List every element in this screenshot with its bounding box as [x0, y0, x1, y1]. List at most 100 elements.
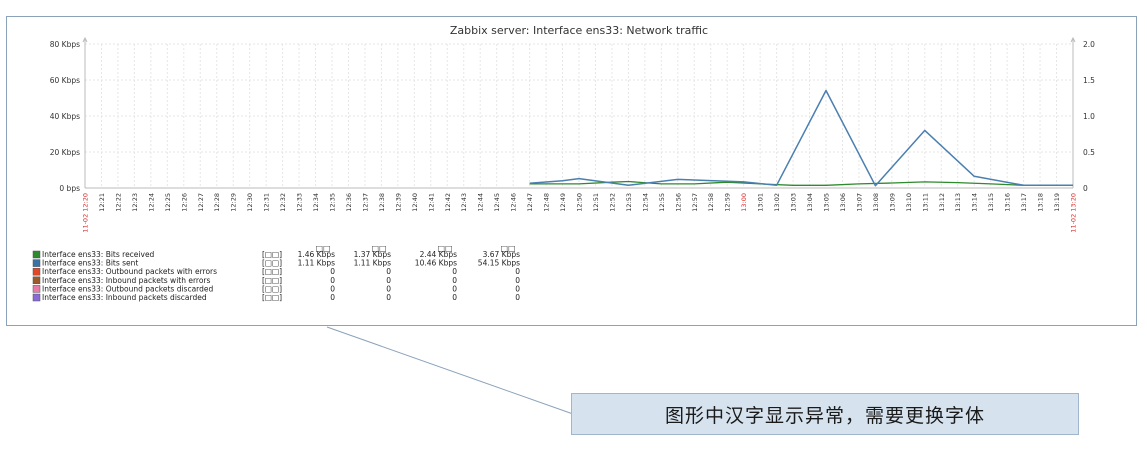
x-tick-label: 12:28 — [213, 193, 221, 212]
legend-value: 54.15 Kbps — [478, 259, 520, 268]
x-tick-label: 12:45 — [493, 193, 501, 212]
y-axis-left-arrow — [82, 36, 88, 43]
y-left-tick-label: 80 Kbps — [50, 40, 80, 49]
x-tick-label: 13:01 — [757, 193, 765, 212]
x-tick-label: 13:09 — [888, 193, 896, 212]
x-tick-label: 12:32 — [279, 193, 287, 212]
legend-value: 0 — [386, 293, 391, 302]
x-tick-label: 12:59 — [724, 193, 732, 212]
x-tick-label: 12:26 — [180, 193, 188, 212]
x-tick-label: 12:23 — [131, 193, 139, 212]
x-tick-label: 12:53 — [625, 193, 633, 212]
y-right-tick-label: 1.5 — [1083, 76, 1095, 85]
x-tick-label: 12:31 — [263, 193, 271, 212]
x-tick-label: 13:12 — [938, 193, 946, 212]
callout-box: 图形中汉字显示异常，需要更换字体 — [571, 393, 1079, 435]
legend-func: [□□] — [262, 259, 282, 268]
legend-func: [□□] — [262, 276, 282, 285]
x-tick-label: 12:48 — [543, 193, 551, 212]
legend-series-name: Interface ens33: Bits sent — [42, 259, 138, 268]
x-tick-label: 13:11 — [921, 193, 929, 212]
legend-value: 0 — [515, 267, 520, 276]
x-tick-label: 13:17 — [1020, 193, 1028, 212]
x-tick-label: 12:49 — [559, 193, 567, 212]
legend-value: 1.11 Kbps — [298, 259, 336, 268]
x-tick-label: 13:14 — [971, 193, 979, 212]
y-left-tick-label: 40 Kbps — [50, 112, 80, 121]
legend-swatch — [32, 285, 41, 293]
x-tick-label: 12:55 — [658, 193, 666, 212]
legend-value: 0 — [330, 284, 335, 293]
y-right-tick-label: 0.5 — [1083, 148, 1095, 157]
x-tick-label: 12:44 — [477, 193, 485, 212]
x-tick-label: 12:58 — [707, 193, 715, 212]
x-tick-label: 12:33 — [296, 193, 304, 212]
x-tick-label: 12:56 — [674, 193, 682, 212]
x-tick-label: 12:43 — [460, 193, 468, 212]
graph-frame — [6, 16, 1137, 326]
y-left-tick-label: 0 bps — [59, 184, 80, 193]
legend-func: [□□] — [262, 250, 282, 259]
x-tick-label: 12:47 — [526, 193, 534, 212]
x-tick-label: 12:46 — [510, 193, 518, 212]
y-right-tick-label: 1.0 — [1083, 112, 1095, 121]
legend-series-name: Interface ens33: Outbound packets with e… — [42, 267, 217, 276]
x-tick-label: 13:19 — [1053, 193, 1061, 212]
legend-value: 0 — [515, 293, 520, 302]
callout-text: 图形中汉字显示异常，需要更换字体 — [664, 404, 985, 427]
legend-series-name: Interface ens33: Inbound packets discard… — [42, 293, 207, 302]
legend-value: 1.11 Kbps — [354, 259, 392, 268]
x-tick-label: 12:22 — [114, 193, 122, 212]
x-tick-label: 12:57 — [691, 193, 699, 212]
x-tick-label: 13:02 — [773, 193, 781, 212]
legend-header: □□ — [500, 244, 515, 253]
legend-swatch — [32, 250, 41, 259]
x-tick-label: 12:35 — [329, 193, 337, 212]
chart-title: Zabbix server: Interface ens33: Network … — [450, 24, 708, 37]
y-axis-right-arrow — [1070, 36, 1076, 43]
x-tick-label: 12:36 — [345, 193, 353, 212]
legend-func: [□□] — [262, 284, 282, 293]
legend-swatch — [32, 276, 41, 285]
x-tick-label: 12:54 — [641, 193, 649, 212]
x-tick-label: 12:39 — [394, 193, 402, 212]
x-tick-label: 13:13 — [954, 193, 962, 212]
legend-value: 0 — [515, 284, 520, 293]
x-tick-label: 12:38 — [378, 193, 386, 212]
legend-value: 0 — [452, 284, 457, 293]
legend-header: □□ — [437, 244, 452, 253]
x-tick-label: 12:41 — [427, 193, 435, 212]
x-tick-label: 12:21 — [98, 193, 106, 212]
y-left-tick-label: 60 Kbps — [50, 76, 80, 85]
legend-value: 0 — [386, 276, 391, 285]
legend-value: 1.46 Kbps — [298, 250, 336, 259]
x-tick-label: 12:27 — [197, 193, 205, 212]
series-line-bits-received — [529, 180, 1073, 186]
x-tick-label: 13:10 — [905, 193, 913, 212]
y-right-tick-label: 2.0 — [1083, 40, 1095, 49]
callout-connector — [326, 326, 574, 415]
legend-value: 0 — [452, 276, 457, 285]
legend-func: [□□] — [262, 293, 282, 302]
x-tick-label: 13:03 — [790, 193, 798, 212]
legend-value: 0 — [330, 267, 335, 276]
legend-value: 0 — [330, 276, 335, 285]
x-tick-label: 12:42 — [444, 193, 452, 212]
legend-func: [□□] — [262, 267, 282, 276]
x-tick-label: 12:40 — [411, 193, 419, 212]
legend-series-name: Interface ens33: Outbound packets discar… — [42, 284, 213, 293]
x-tick-label: 12:51 — [592, 193, 600, 212]
legend-value: 0 — [452, 293, 457, 302]
legend-value: 0 — [452, 267, 457, 276]
x-tick-label: 13:18 — [1037, 193, 1045, 212]
legend-value: 0 — [386, 284, 391, 293]
legend-value: 0 — [386, 267, 391, 276]
x-tick-label: 13:16 — [1004, 193, 1012, 212]
x-tick-label: 13:05 — [823, 193, 831, 212]
x-tick-label: 12:52 — [608, 193, 616, 212]
legend-swatch — [32, 259, 41, 267]
x-tick-label: 13:08 — [872, 193, 880, 212]
legend-header: □□ — [371, 244, 386, 253]
legend-header: □□ — [315, 244, 330, 253]
